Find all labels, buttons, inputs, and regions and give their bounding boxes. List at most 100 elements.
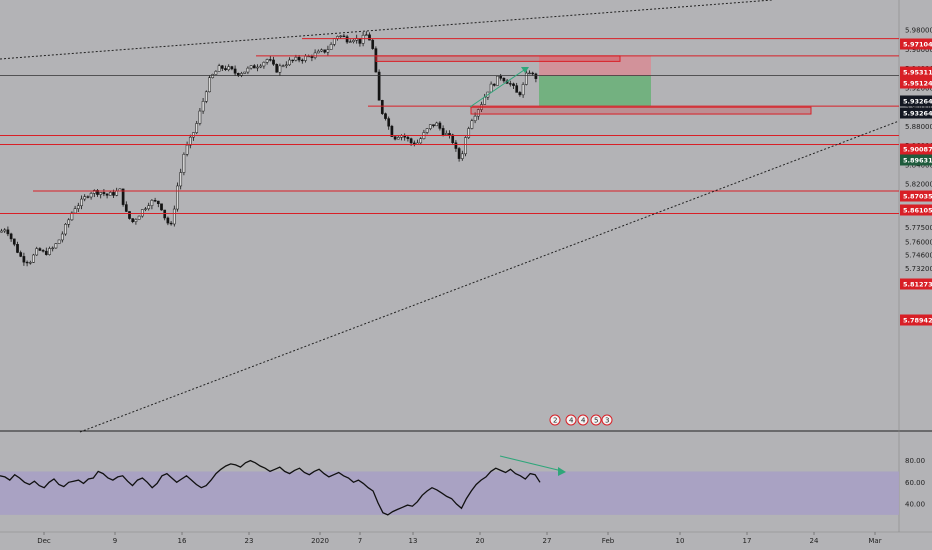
candle-body <box>432 124 435 127</box>
candle-body <box>147 205 151 210</box>
candle-body <box>182 154 186 173</box>
time-tick-label: 23 <box>245 537 254 545</box>
price-level-tag <box>900 278 932 290</box>
candle-body <box>473 115 477 122</box>
price-level-tag <box>900 143 932 155</box>
candle-body <box>454 142 458 149</box>
event-marker[interactable] <box>590 414 602 426</box>
candle-body <box>275 63 279 73</box>
support-zone[interactable] <box>470 106 812 115</box>
candle-body <box>73 208 77 214</box>
candle-body <box>156 200 160 205</box>
candle-body <box>108 192 112 196</box>
candle-body <box>470 120 474 129</box>
candle-body <box>502 77 506 82</box>
candle-body <box>476 109 480 117</box>
candle-body <box>70 212 74 221</box>
candle-body <box>521 84 525 96</box>
candle-body <box>316 50 320 54</box>
price-level-tag-label: 5.93264 <box>903 97 932 105</box>
candle-body <box>192 132 195 138</box>
candle-body <box>294 56 298 61</box>
price-level-tag-label: 5.95124 <box>903 79 932 87</box>
candle-body <box>195 123 199 133</box>
time-tick-label: 27 <box>543 537 552 545</box>
event-marker-label: 4 <box>569 417 574 425</box>
price-level-tag <box>900 204 932 216</box>
candle-body <box>198 110 202 124</box>
candle-body <box>364 34 368 36</box>
price-level-tag-label: 5.95311 <box>903 68 932 76</box>
candle-body <box>236 73 240 76</box>
divergence-arrow-price[interactable] <box>469 67 528 108</box>
candle-body <box>220 65 224 69</box>
candle-body <box>166 217 170 224</box>
price-level-tag-label: 5.97104 <box>903 40 932 48</box>
candle-body <box>67 219 71 225</box>
candle-body <box>121 188 125 205</box>
candle-body <box>518 92 522 96</box>
candle-body <box>457 148 461 159</box>
candle-body <box>281 65 285 67</box>
candle-body <box>444 133 448 135</box>
candle-body <box>60 233 64 241</box>
candle-body <box>208 77 211 93</box>
candle-body <box>278 65 282 73</box>
price-level-tag <box>900 107 932 119</box>
candle-body <box>227 66 231 70</box>
candle-body <box>419 138 423 144</box>
event-marker[interactable] <box>577 414 589 426</box>
event-marker[interactable] <box>565 414 577 426</box>
candle-body <box>291 59 295 62</box>
candle-body <box>83 196 87 200</box>
rsi-band <box>0 471 899 515</box>
event-marker[interactable] <box>549 414 561 426</box>
candle-body <box>22 256 26 263</box>
candle-body <box>19 252 23 257</box>
candle-body <box>380 100 384 114</box>
candle-body <box>329 44 333 50</box>
candle-body <box>41 250 45 252</box>
candle-body <box>3 229 7 232</box>
rsi-tick-label: 40.00 <box>905 501 925 509</box>
resistance-zone[interactable] <box>375 55 621 62</box>
upper-trendline[interactable] <box>0 0 773 60</box>
time-tick-label: Dec <box>37 537 51 545</box>
divergence-arrow-rsi[interactable] <box>499 455 563 472</box>
candle-body <box>102 192 106 195</box>
candle-body <box>240 73 243 76</box>
candle-body <box>297 56 301 61</box>
candle-body <box>361 34 365 44</box>
time-tick-label: 13 <box>409 537 418 545</box>
candle-body <box>467 128 471 138</box>
candle-body <box>150 200 154 206</box>
candle-body <box>89 193 93 198</box>
price-level-tag-label: 5.90087 <box>903 145 932 153</box>
candle-body <box>320 49 323 52</box>
event-marker[interactable] <box>601 414 613 426</box>
candle-body <box>233 68 237 74</box>
price-tick-label: 5.76000 <box>905 238 932 246</box>
stop-loss-zone[interactable] <box>539 55 651 76</box>
candle-body <box>12 238 16 245</box>
candle-body <box>508 83 512 85</box>
candle-body <box>16 244 19 253</box>
candle-body <box>54 243 58 249</box>
lower-trendline[interactable] <box>79 120 900 433</box>
rsi-line[interactable] <box>0 459 541 516</box>
event-marker-label: 3 <box>605 417 609 425</box>
time-tick-label: 9 <box>113 537 117 545</box>
candle-body <box>96 190 99 195</box>
candle-body <box>0 230 3 233</box>
candle-body <box>140 209 144 217</box>
take-profit-zone[interactable] <box>539 75 651 107</box>
price-level-tag-label: 5.87035 <box>903 192 932 200</box>
event-marker-label: 5 <box>594 417 598 425</box>
candle-body <box>496 75 499 86</box>
candle-body <box>32 254 35 263</box>
candle-body <box>262 61 266 67</box>
candle-body <box>352 39 355 43</box>
candle-body <box>38 248 42 251</box>
